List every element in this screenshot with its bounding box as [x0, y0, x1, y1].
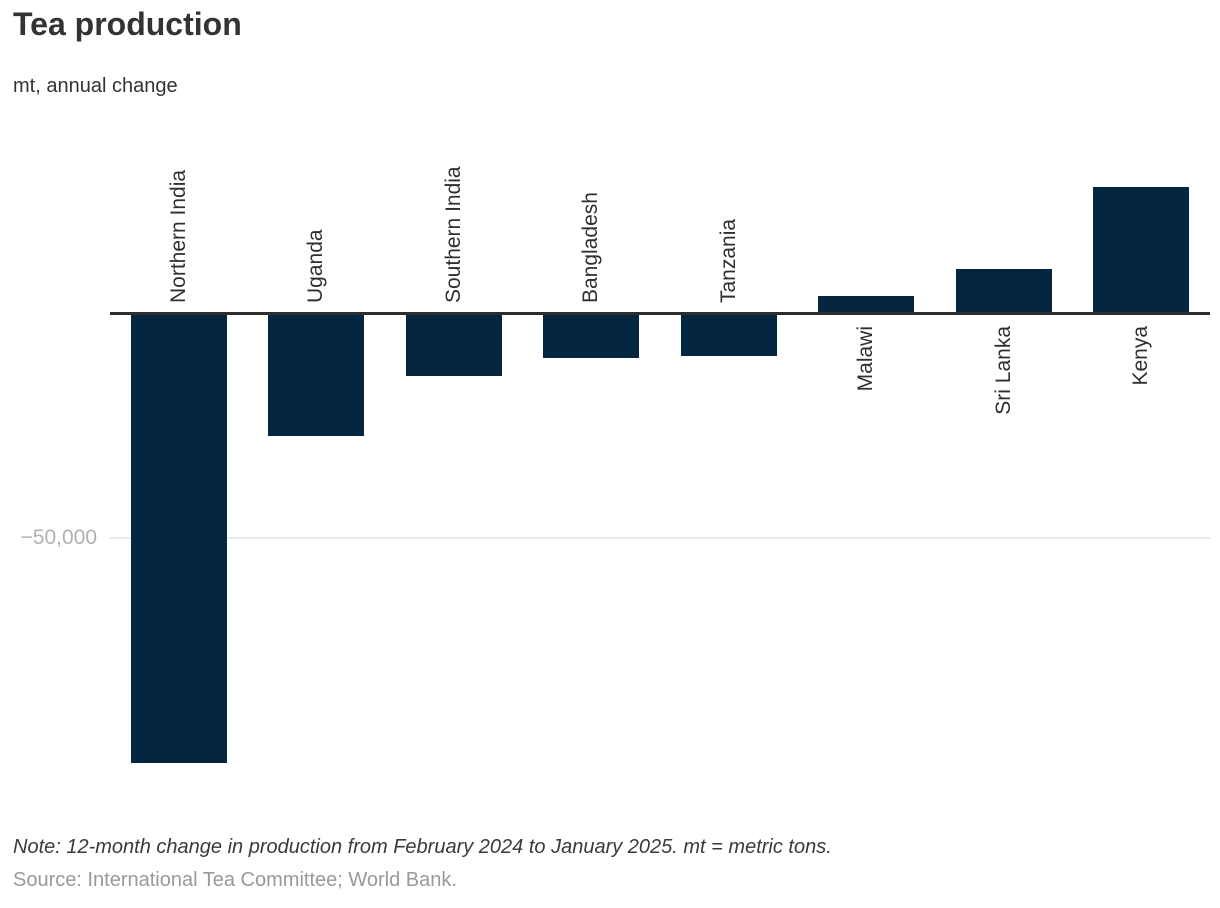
- footnote: Note: 12-month change in production from…: [13, 836, 832, 858]
- bar-sri-lanka: [955, 269, 1052, 312]
- bar-label-kenya: Kenya: [1129, 326, 1153, 386]
- source-line: Source: International Tea Committee; Wor…: [13, 869, 457, 891]
- bar-label-tanzania: Tanzania: [716, 218, 740, 303]
- bar-bangladesh: [543, 315, 640, 358]
- bar-label-malawi: Malawi: [854, 326, 878, 392]
- bar-label-northern-india: Northern India: [166, 169, 190, 303]
- bar-northern-india: [130, 315, 227, 763]
- zero-baseline: [110, 312, 1210, 315]
- y-axis-tick-label: −50,000: [20, 526, 98, 549]
- bar-label-uganda: Uganda: [304, 229, 328, 303]
- bar-malawi: [818, 296, 915, 312]
- bar-label-bangladesh: Bangladesh: [579, 192, 603, 303]
- bar-southern-india: [405, 315, 502, 376]
- bar-kenya: [1093, 187, 1190, 312]
- bar-label-sri-lanka: Sri Lanka: [991, 326, 1015, 415]
- bar-label-southern-india: Southern India: [441, 166, 465, 303]
- chart-title: Tea production: [13, 6, 242, 42]
- gridline-minus-50000: [110, 537, 1210, 539]
- plot-area: −50,000 Northern India Uganda Southern Ind…: [20, 166, 1210, 763]
- chart-subtitle: mt, annual change: [13, 75, 178, 97]
- bar-uganda: [268, 315, 365, 436]
- bar-tanzania: [680, 315, 777, 356]
